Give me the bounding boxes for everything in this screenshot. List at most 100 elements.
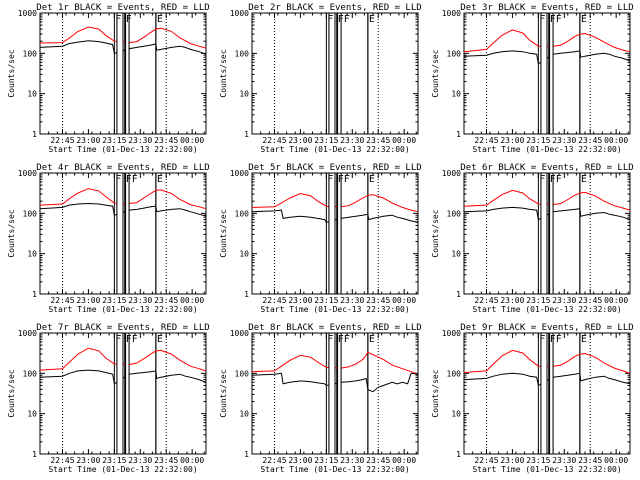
y-axis-label: Counts/sec (219, 369, 228, 417)
x-tick-label: 23:45 (366, 296, 390, 305)
x-axis-label: Start Time (01-Dec-13 22:32:00) (472, 145, 621, 154)
x-axis-label: Start Time (01-Dec-13 22:32:00) (260, 145, 409, 154)
y-tick-label: 1 (456, 290, 461, 299)
y-axis-label: Counts/sec (431, 369, 440, 417)
events-series-line (39, 202, 207, 217)
y-axis-label: Counts/sec (219, 49, 228, 97)
panel-det-5: Det 5r BLACK = Events, RED = LLD 1 10 100 10… (219, 163, 422, 314)
x-tick-label: 23:45 (154, 456, 178, 465)
flare-marker-label: E (157, 334, 163, 345)
x-tick-label: 23:15 (526, 296, 550, 305)
flare-marker-label: FF (338, 334, 350, 345)
data-gap-box (549, 332, 554, 455)
panel-title: Det 2r BLACK = Events, RED = LLD (248, 3, 421, 13)
flare-marker-label: FF (126, 174, 138, 185)
data-gap-box (540, 12, 548, 135)
y-tick-label: 10 (239, 410, 249, 419)
x-tick-label: 00:00 (180, 136, 204, 145)
data-gap-box (540, 172, 548, 295)
x-tick-label: 23:30 (552, 136, 576, 145)
x-tick-label: 23:30 (128, 296, 152, 305)
x-tick-label: 22:45 (262, 296, 286, 305)
x-tick-label: 23:15 (102, 136, 126, 145)
x-tick-label: 23:15 (314, 136, 338, 145)
x-tick-label: 22:45 (50, 456, 74, 465)
y-tick-label: 10 (451, 410, 461, 419)
y-tick-label: 1000 (230, 169, 249, 178)
x-tick-label: 22:45 (474, 296, 498, 305)
events-series-line (251, 372, 419, 393)
x-tick-label: 00:00 (392, 456, 416, 465)
data-gap-box (125, 172, 130, 295)
x-tick-label: 22:45 (50, 136, 74, 145)
x-tick-label: 23:30 (128, 456, 152, 465)
x-tick-label: 00:00 (604, 456, 628, 465)
flare-marker-label: F (126, 14, 132, 25)
x-tick-label: 23:00 (500, 136, 524, 145)
panel-det-8: Det 8r BLACK = Events, RED = LLD 1 10 100 10… (219, 323, 422, 474)
panel-det-2: Det 2r BLACK = Events, RED = LLD 1 10 100 10… (219, 3, 422, 154)
data-gap-box (549, 12, 554, 135)
x-axis-label: Start Time (01-Dec-13 22:32:00) (472, 465, 621, 474)
lld-series-line (39, 26, 207, 49)
flare-marker-label: E (157, 174, 163, 185)
events-series-line (39, 40, 207, 55)
x-tick-label: 23:30 (552, 456, 576, 465)
lld-series-line (463, 189, 631, 211)
x-tick-label: 23:15 (314, 296, 338, 305)
data-gap-box (116, 172, 124, 295)
x-tick-label: 00:00 (392, 296, 416, 305)
data-gap-box (337, 172, 342, 295)
flare-marker-label: E (581, 174, 587, 185)
data-gap-box (125, 12, 130, 135)
y-axis-label: Counts/sec (7, 49, 16, 97)
panel-det-4: Det 4r BLACK = Events, RED = LLD 1 10 100 10… (7, 163, 210, 314)
x-tick-label: 00:00 (180, 296, 204, 305)
y-tick-label: 100 (235, 209, 250, 218)
x-tick-label: 23:15 (314, 456, 338, 465)
x-tick-label: 00:00 (392, 136, 416, 145)
y-tick-label: 100 (235, 49, 250, 58)
x-tick-label: 23:30 (552, 296, 576, 305)
y-tick-label: 10 (239, 250, 249, 259)
flare-marker-label: F (115, 174, 121, 185)
data-gap-box (328, 332, 336, 455)
flare-marker-label: E (369, 174, 375, 185)
flare-marker-label: E (581, 14, 587, 25)
lld-series-line (463, 29, 631, 53)
x-tick-label: 23:15 (526, 456, 550, 465)
x-tick-label: 00:00 (604, 296, 628, 305)
y-tick-label: 10 (451, 90, 461, 99)
y-tick-label: 1000 (18, 329, 37, 338)
flare-marker-label: FF (550, 14, 562, 25)
flare-marker-label: F (327, 174, 333, 185)
flare-marker-label: F (327, 14, 333, 25)
flare-marker-label: F (327, 334, 333, 345)
x-tick-label: 22:45 (474, 456, 498, 465)
data-gap-box (328, 172, 336, 295)
y-tick-label: 1 (32, 450, 37, 459)
x-tick-label: 23:00 (76, 456, 100, 465)
y-tick-label: 1 (244, 130, 249, 139)
panel-det-1: Det 1r BLACK = Events, RED = LLD 1 10 100 10… (7, 3, 210, 154)
y-tick-label: 1000 (442, 9, 461, 18)
x-tick-label: 23:00 (76, 136, 100, 145)
y-tick-label: 1 (32, 290, 37, 299)
x-tick-label: 23:30 (340, 456, 364, 465)
flare-marker-label: E (369, 334, 375, 345)
y-tick-label: 1 (244, 290, 249, 299)
lld-series-line (251, 351, 419, 375)
y-tick-label: 10 (451, 250, 461, 259)
flare-marker-label: E (157, 14, 163, 25)
y-tick-label: 10 (239, 90, 249, 99)
x-tick-label: 23:00 (288, 136, 312, 145)
data-gap-box (540, 332, 548, 455)
events-series-line (463, 372, 631, 387)
y-tick-label: 1000 (230, 9, 249, 18)
x-tick-label: 23:45 (366, 136, 390, 145)
panel-title: Det 6r BLACK = Events, RED = LLD (460, 163, 633, 173)
flare-marker-label: E (369, 14, 375, 25)
data-gap-box (328, 12, 336, 135)
data-gap-box (337, 332, 342, 455)
x-tick-label: 22:45 (50, 296, 74, 305)
